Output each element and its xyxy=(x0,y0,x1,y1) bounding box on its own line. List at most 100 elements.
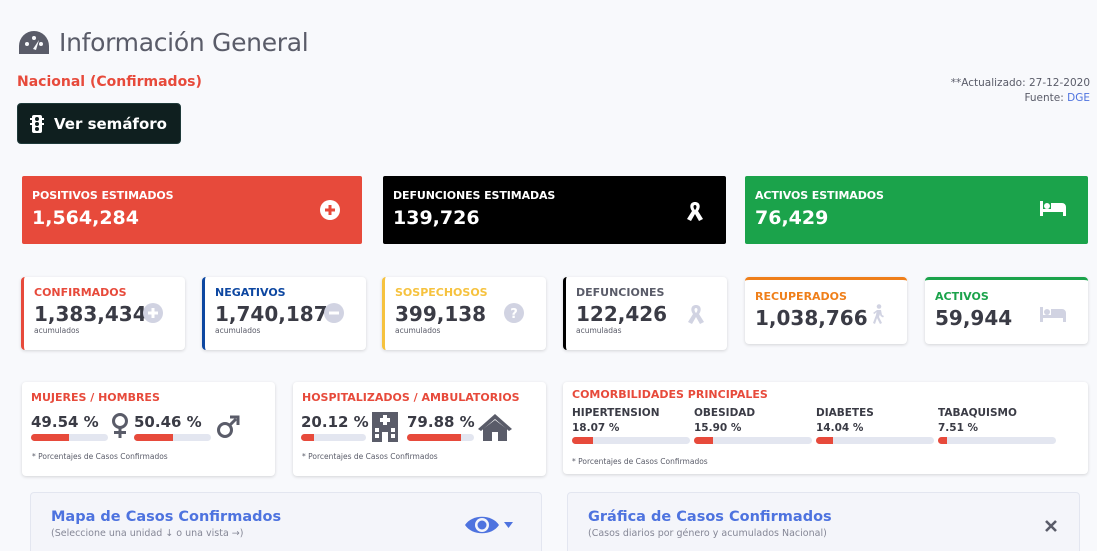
card-value: 1,383,434 xyxy=(34,302,147,326)
caret-down-icon xyxy=(504,522,513,528)
comorbidity-bar xyxy=(938,437,1056,444)
card-value: 1,038,766 xyxy=(755,306,868,330)
comorbidity-bar-fill xyxy=(572,437,594,444)
card-label: CONFIRMADOS xyxy=(34,286,127,299)
hosp-bar xyxy=(301,434,366,441)
card-sub: acumulados xyxy=(34,326,80,335)
comorbidity-pct: 14.04 % xyxy=(816,422,864,434)
scope-subtitle: Nacional (Confirmados) xyxy=(17,74,202,90)
minus-circle-icon xyxy=(324,303,344,323)
men-pct: 50.46 % xyxy=(134,413,202,431)
gender-card: MUJERES / HOMBRES 49.54 % 50.46 % * Porc… xyxy=(22,382,275,476)
comorbidity-item: DIABETES 14.04 % xyxy=(816,407,934,444)
semaforo-button[interactable]: Ver semáforo xyxy=(17,103,181,144)
comorbidity-bar-fill xyxy=(938,437,947,444)
page-title-text: Información General xyxy=(59,28,309,57)
page-title: Información General xyxy=(18,28,309,57)
comorbidity-item: HIPERTENSION 18.07 % xyxy=(572,407,690,444)
bed-icon xyxy=(1040,201,1066,216)
bed-icon xyxy=(1040,307,1066,322)
gender-note: * Porcentajes de Casos Confirmados xyxy=(32,452,168,461)
female-icon xyxy=(112,413,128,438)
card-value: 399,138 xyxy=(395,302,487,326)
comorbidities-title: COMORBILIDADES PRINCIPALES xyxy=(572,388,768,401)
hospital-note: * Porcentajes de Casos Confirmados xyxy=(302,452,438,461)
women-pct: 49.54 % xyxy=(31,413,99,431)
eye-icon xyxy=(465,516,499,534)
comorbidity-pct: 7.51 % xyxy=(938,422,979,434)
plus-circle-icon xyxy=(320,200,340,220)
ribbon-icon xyxy=(687,202,703,221)
walking-icon xyxy=(873,304,884,324)
comorbidity-bar-fill xyxy=(816,437,833,444)
men-bar xyxy=(134,434,211,441)
map-panel-subtitle: (Seleccione una unidad ↓ o una vista →) xyxy=(51,528,244,539)
hosp-bar-fill xyxy=(301,434,315,441)
positivos-estimados-card: POSITIVOS ESTIMADOS 1,564,284 xyxy=(22,176,362,244)
hosp-pct: 20.12 % xyxy=(301,413,369,431)
male-icon xyxy=(217,415,240,438)
card-value: 122,426 xyxy=(576,302,668,326)
amb-bar-fill xyxy=(407,434,461,441)
comorbidities-note: * Porcentajes de Casos Confirmados xyxy=(572,457,708,466)
svg-text:?: ? xyxy=(510,307,518,322)
chart-panel: Gráfica de Casos Confirmados (Casos diar… xyxy=(567,492,1080,551)
home-icon xyxy=(478,414,512,441)
card-value: 1,564,284 xyxy=(32,207,139,229)
amb-pct: 79.88 % xyxy=(407,413,475,431)
source-link[interactable]: DGE xyxy=(1067,92,1090,104)
recuperados-card: RECUPERADOS 1,038,766 xyxy=(745,277,907,344)
semaforo-label: Ver semáforo xyxy=(54,114,167,133)
comorbidity-label: HIPERTENSION xyxy=(572,407,660,419)
men-bar-fill xyxy=(134,434,173,441)
updated-date: **Actualizado: 27-12-2020 xyxy=(950,77,1090,89)
ribbon-icon xyxy=(688,305,704,324)
activos-estimados-card: ACTIVOS ESTIMADOS 76,429 xyxy=(745,176,1088,244)
confirmados-card: CONFIRMADOS 1,383,434 acumulados xyxy=(21,277,185,350)
comorbidity-bar-fill xyxy=(694,437,713,444)
card-label: SOSPECHOSOS xyxy=(395,286,488,299)
card-sub: acumuladas xyxy=(576,326,622,335)
defunciones-estimadas-card: DEFUNCIONES ESTIMADAS 139,726 xyxy=(383,176,726,244)
card-sub: acumulados xyxy=(395,326,441,335)
comorbidity-bar xyxy=(816,437,934,444)
card-label: NEGATIVOS xyxy=(215,286,286,299)
defunciones-card: DEFUNCIONES 122,426 acumuladas xyxy=(563,277,727,350)
view-toggle[interactable] xyxy=(464,513,513,537)
hospital-icon xyxy=(372,412,398,442)
card-value: 139,726 xyxy=(393,207,480,229)
comorbidity-label: OBESIDAD xyxy=(694,407,756,419)
gender-title: MUJERES / HOMBRES xyxy=(31,391,160,404)
update-info: **Actualizado: 27-12-2020 Fuente: DGE xyxy=(951,76,1090,106)
card-label: ACTIVOS xyxy=(935,290,989,303)
map-panel: Mapa de Casos Confirmados (Seleccione un… xyxy=(30,492,542,551)
card-label: RECUPERADOS xyxy=(755,290,847,303)
negativos-card: NEGATIVOS 1,740,187 acumulados xyxy=(202,277,366,350)
card-label: DEFUNCIONES xyxy=(576,286,665,299)
comorbidity-item: OBESIDAD 15.90 % xyxy=(694,407,812,444)
chart-panel-title: Gráfica de Casos Confirmados xyxy=(588,509,832,525)
map-panel-title: Mapa de Casos Confirmados xyxy=(51,509,282,525)
plus-circle-icon xyxy=(143,303,163,323)
comorbidity-item: TABAQUISMO 7.51 % xyxy=(938,407,1056,444)
comorbidity-pct: 15.90 % xyxy=(694,422,742,434)
tachometer-icon xyxy=(19,30,49,54)
traffic-light-icon xyxy=(30,114,44,133)
women-bar-fill xyxy=(31,434,70,441)
card-value: 59,944 xyxy=(935,306,1013,330)
card-label: ACTIVOS ESTIMADOS xyxy=(755,189,884,202)
hospital-title: HOSPITALIZADOS / AMBULATORIOS xyxy=(302,391,520,404)
card-value: 1,740,187 xyxy=(215,302,328,326)
sospechosos-card: SOSPECHOSOS 399,138 acumulados ? xyxy=(382,277,546,350)
comorbidities-card: COMORBILIDADES PRINCIPALES HIPERTENSION … xyxy=(563,382,1088,474)
question-circle-icon: ? xyxy=(504,303,524,323)
amb-bar xyxy=(407,434,474,441)
card-label: DEFUNCIONES ESTIMADAS xyxy=(393,189,556,202)
comorbidity-pct: 18.07 % xyxy=(572,422,620,434)
close-icon[interactable] xyxy=(1045,520,1057,532)
comorbidity-bar xyxy=(694,437,812,444)
comorbidity-label: DIABETES xyxy=(816,407,874,419)
chart-panel-subtitle: (Casos diarios por género y acumulados N… xyxy=(588,528,827,539)
card-sub: acumulados xyxy=(215,326,261,335)
activos-card: ACTIVOS 59,944 xyxy=(925,277,1088,344)
